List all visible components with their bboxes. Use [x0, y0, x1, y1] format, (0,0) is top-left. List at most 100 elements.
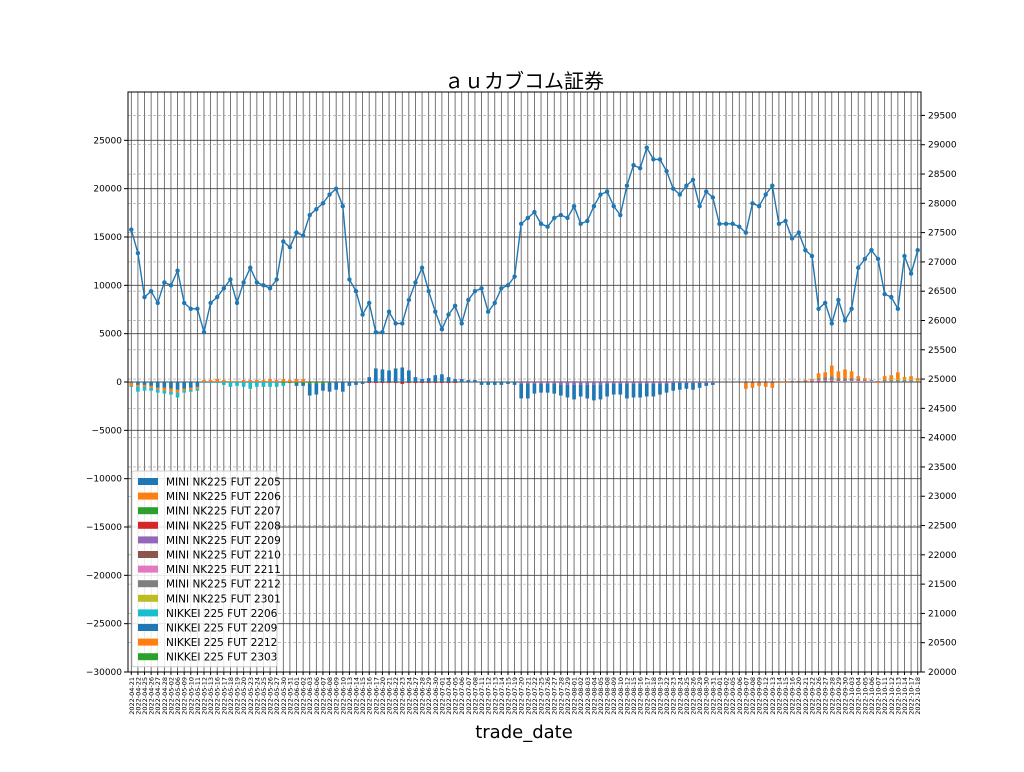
- bar: [175, 389, 180, 393]
- x-tick-label: 2022-09-07: [742, 677, 750, 715]
- bar: [129, 382, 134, 386]
- bar: [896, 372, 900, 380]
- legend-swatch: [138, 594, 158, 602]
- bar: [215, 379, 220, 382]
- x-tick-label: 2022-10-12: [888, 677, 896, 715]
- bar: [182, 382, 186, 389]
- bar: [288, 382, 292, 383]
- x-tick-label: 2022-06-06: [313, 677, 321, 715]
- bar: [407, 382, 411, 383]
- right-tick-label: 22000: [928, 551, 957, 561]
- bar: [770, 382, 775, 388]
- price-point: [208, 300, 213, 306]
- bar: [129, 382, 134, 383]
- x-tick-label: 2022-08-02: [577, 677, 585, 715]
- bar: [188, 382, 193, 388]
- bar: [532, 383, 537, 394]
- bar: [340, 382, 345, 392]
- bar: [631, 383, 636, 398]
- left-tick-label: −15000: [86, 523, 122, 533]
- x-tick-label: 2022-06-20: [379, 677, 387, 715]
- legend-label: NIKKEI 225 FUT 2212: [166, 637, 277, 649]
- price-point: [181, 300, 187, 306]
- x-tick-label: 2022-09-30: [842, 677, 850, 715]
- bar: [697, 382, 702, 383]
- bar: [380, 369, 385, 382]
- x-tick-label: 2022-05-25: [260, 677, 268, 715]
- price-point: [446, 312, 451, 317]
- price-point: [320, 201, 326, 206]
- bar: [625, 382, 629, 384]
- x-tick-label: 2022-05-19: [234, 677, 242, 715]
- bar: [711, 382, 715, 385]
- bar: [208, 382, 213, 383]
- price-point: [393, 321, 398, 326]
- bar: [162, 387, 167, 391]
- price-point: [710, 195, 716, 200]
- bar: [413, 382, 418, 383]
- bar: [803, 381, 808, 382]
- bar: [162, 390, 167, 394]
- x-tick-label: 2022-07-20: [518, 677, 526, 715]
- x-tick-label: 2022-07-22: [531, 677, 539, 715]
- price-point: [129, 227, 134, 232]
- legend-swatch: [138, 507, 158, 515]
- x-tick-label: 2022-05-02: [167, 677, 175, 715]
- bar: [294, 382, 299, 386]
- price-point: [697, 204, 702, 209]
- price-point: [274, 277, 279, 282]
- price-point: [241, 280, 246, 285]
- x-tick-label: 2022-06-14: [352, 677, 360, 715]
- bar: [823, 377, 827, 381]
- bar: [823, 372, 827, 378]
- legend-box: [131, 470, 278, 668]
- x-tick-label: 2022-05-27: [273, 677, 281, 715]
- bar: [155, 382, 160, 388]
- bar: [307, 383, 312, 396]
- bar: [836, 381, 841, 382]
- x-tick-label: 2022-06-28: [419, 677, 427, 715]
- x-tick-label: 2022-06-27: [412, 677, 420, 715]
- price-point: [433, 309, 438, 314]
- x-tick-label: 2022-06-10: [339, 677, 347, 715]
- price-point: [155, 300, 160, 306]
- x-tick-label: 2022-07-14: [498, 677, 506, 715]
- bar: [711, 382, 715, 383]
- x-tick-label: 2022-08-16: [637, 677, 645, 715]
- bar: [274, 380, 279, 382]
- bar: [347, 382, 352, 386]
- bar: [202, 380, 206, 382]
- bar: [552, 382, 557, 384]
- left-tick-label: 15000: [93, 233, 122, 243]
- price-point: [644, 145, 649, 150]
- price-point: [624, 183, 630, 188]
- bar: [915, 378, 920, 381]
- bar: [228, 382, 233, 387]
- bar: [195, 388, 200, 391]
- price-point: [439, 327, 445, 332]
- bar: [301, 382, 305, 386]
- price-point: [419, 265, 425, 270]
- bar: [876, 382, 880, 383]
- bar: [849, 381, 854, 382]
- price-point: [353, 288, 359, 294]
- price-point: [882, 291, 887, 297]
- bar: [479, 382, 484, 385]
- bar: [162, 382, 167, 388]
- price-point: [651, 157, 656, 162]
- right-tick-label: 24500: [928, 404, 957, 414]
- right-tick-label: 21000: [928, 609, 957, 619]
- price-point: [300, 233, 306, 238]
- bar: [268, 382, 272, 387]
- bar: [321, 383, 325, 391]
- bar: [816, 381, 821, 382]
- x-tick-label: 2022-06-17: [372, 677, 380, 715]
- bar: [578, 384, 583, 397]
- price-point: [822, 300, 828, 306]
- bar: [466, 380, 471, 382]
- bar: [222, 382, 226, 385]
- price-point: [287, 245, 293, 250]
- bar: [149, 385, 153, 388]
- price-point: [518, 221, 524, 227]
- price-point: [545, 224, 550, 229]
